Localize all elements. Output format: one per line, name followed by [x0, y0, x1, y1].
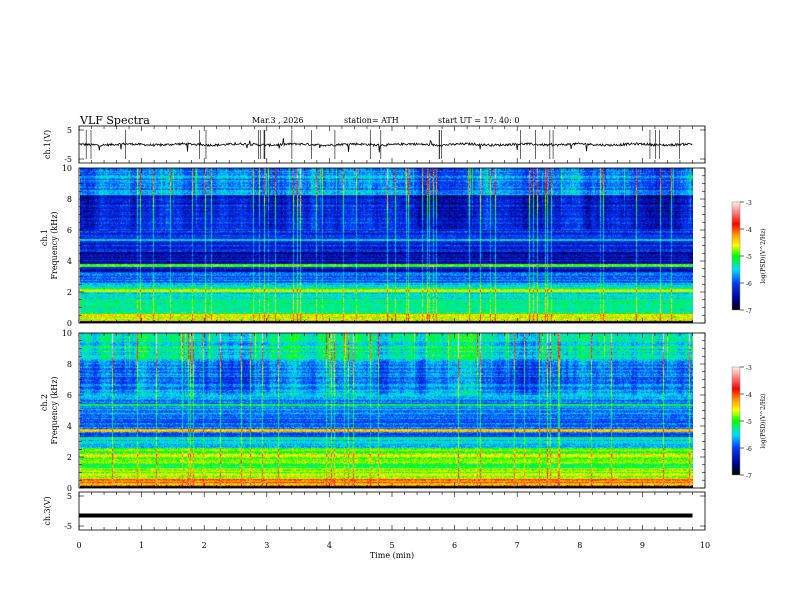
y-tick-label: 8 — [67, 360, 72, 369]
station-label: station= ATH — [344, 116, 399, 125]
y-tick-label: 6 — [67, 391, 72, 400]
x-tick-label: 4 — [327, 541, 332, 550]
colorbar-tick-label: -4 — [746, 227, 752, 234]
x-tick-label: 9 — [640, 541, 645, 550]
colorbar-label: log(PSD)(V^2/Hz) — [760, 393, 767, 448]
colorbar-tick-label: -6 — [746, 446, 752, 453]
y-tick-label: 4 — [67, 422, 72, 431]
ch1-waveform-line — [78, 138, 693, 153]
x-tick-label: 7 — [515, 541, 520, 550]
y-tick-label: 6 — [67, 226, 72, 235]
colorbar-tick-label: -5 — [746, 419, 752, 426]
y-tick-label: -5 — [64, 522, 72, 531]
date-label: Mar.3 , 2026 — [252, 116, 304, 125]
colorbar-tick-label: -3 — [746, 365, 752, 372]
x-tick-label: 6 — [452, 541, 457, 550]
panel-channel-label: ch.1 — [40, 229, 49, 246]
colorbar-frame — [731, 366, 741, 476]
colorbar-tick-label: -4 — [746, 392, 752, 399]
y-axis-label: ch.1(V) — [43, 130, 52, 159]
x-tick-label: 10 — [700, 541, 710, 550]
x-tick-label: 3 — [264, 541, 269, 550]
y-axis-label: Frequency (kHz) — [50, 376, 59, 444]
y-tick-label: 5 — [67, 126, 72, 135]
y-tick-label: 0 — [67, 484, 72, 493]
colorbar-tick-label: -3 — [746, 200, 752, 207]
panel-channel-label: ch.2 — [40, 394, 49, 411]
ch2-spectrogram-frame — [78, 332, 706, 489]
title: VLF Spectra — [79, 114, 150, 127]
x-tick-label: 1 — [139, 541, 144, 550]
ch2-colorbar — [732, 367, 740, 475]
x-tick-label: 0 — [76, 541, 81, 550]
y-tick-label: 5 — [67, 492, 72, 501]
x-tick-label: 5 — [389, 541, 394, 550]
x-tick-label: 2 — [202, 541, 207, 550]
start-time-label: start UT = 17: 40: 0 — [438, 116, 519, 125]
y-tick-label: 4 — [67, 257, 72, 266]
y-tick-label: 0 — [67, 319, 72, 328]
y-axis-label: ch.3(V) — [43, 496, 52, 525]
y-tick-label: 2 — [67, 453, 72, 462]
y-tick-label: 10 — [62, 329, 72, 338]
x-axis-label: Time (min) — [370, 551, 414, 560]
y-tick-label: 2 — [67, 288, 72, 297]
ch1-colorbar — [732, 202, 740, 310]
ch1-spectrogram-frame — [78, 167, 706, 324]
colorbar-tick-label: -6 — [746, 281, 752, 288]
ch3-waveform-frame — [78, 491, 706, 531]
y-axis-label: Frequency (kHz) — [50, 211, 59, 279]
x-tick-label: 8 — [577, 541, 582, 550]
colorbar-tick-label: -7 — [746, 308, 752, 315]
ch1-spectrogram-image — [80, 168, 693, 323]
ch2-spectrogram-image — [80, 333, 693, 488]
y-tick-label: 10 — [62, 164, 72, 173]
y-tick-label: -5 — [64, 155, 72, 164]
colorbar-frame — [731, 201, 741, 311]
colorbar-tick-label: -7 — [746, 473, 752, 480]
y-tick-label: 8 — [67, 195, 72, 204]
colorbar-tick-label: -5 — [746, 254, 752, 261]
colorbar-label: log(PSD)(V^2/Hz) — [760, 228, 767, 283]
